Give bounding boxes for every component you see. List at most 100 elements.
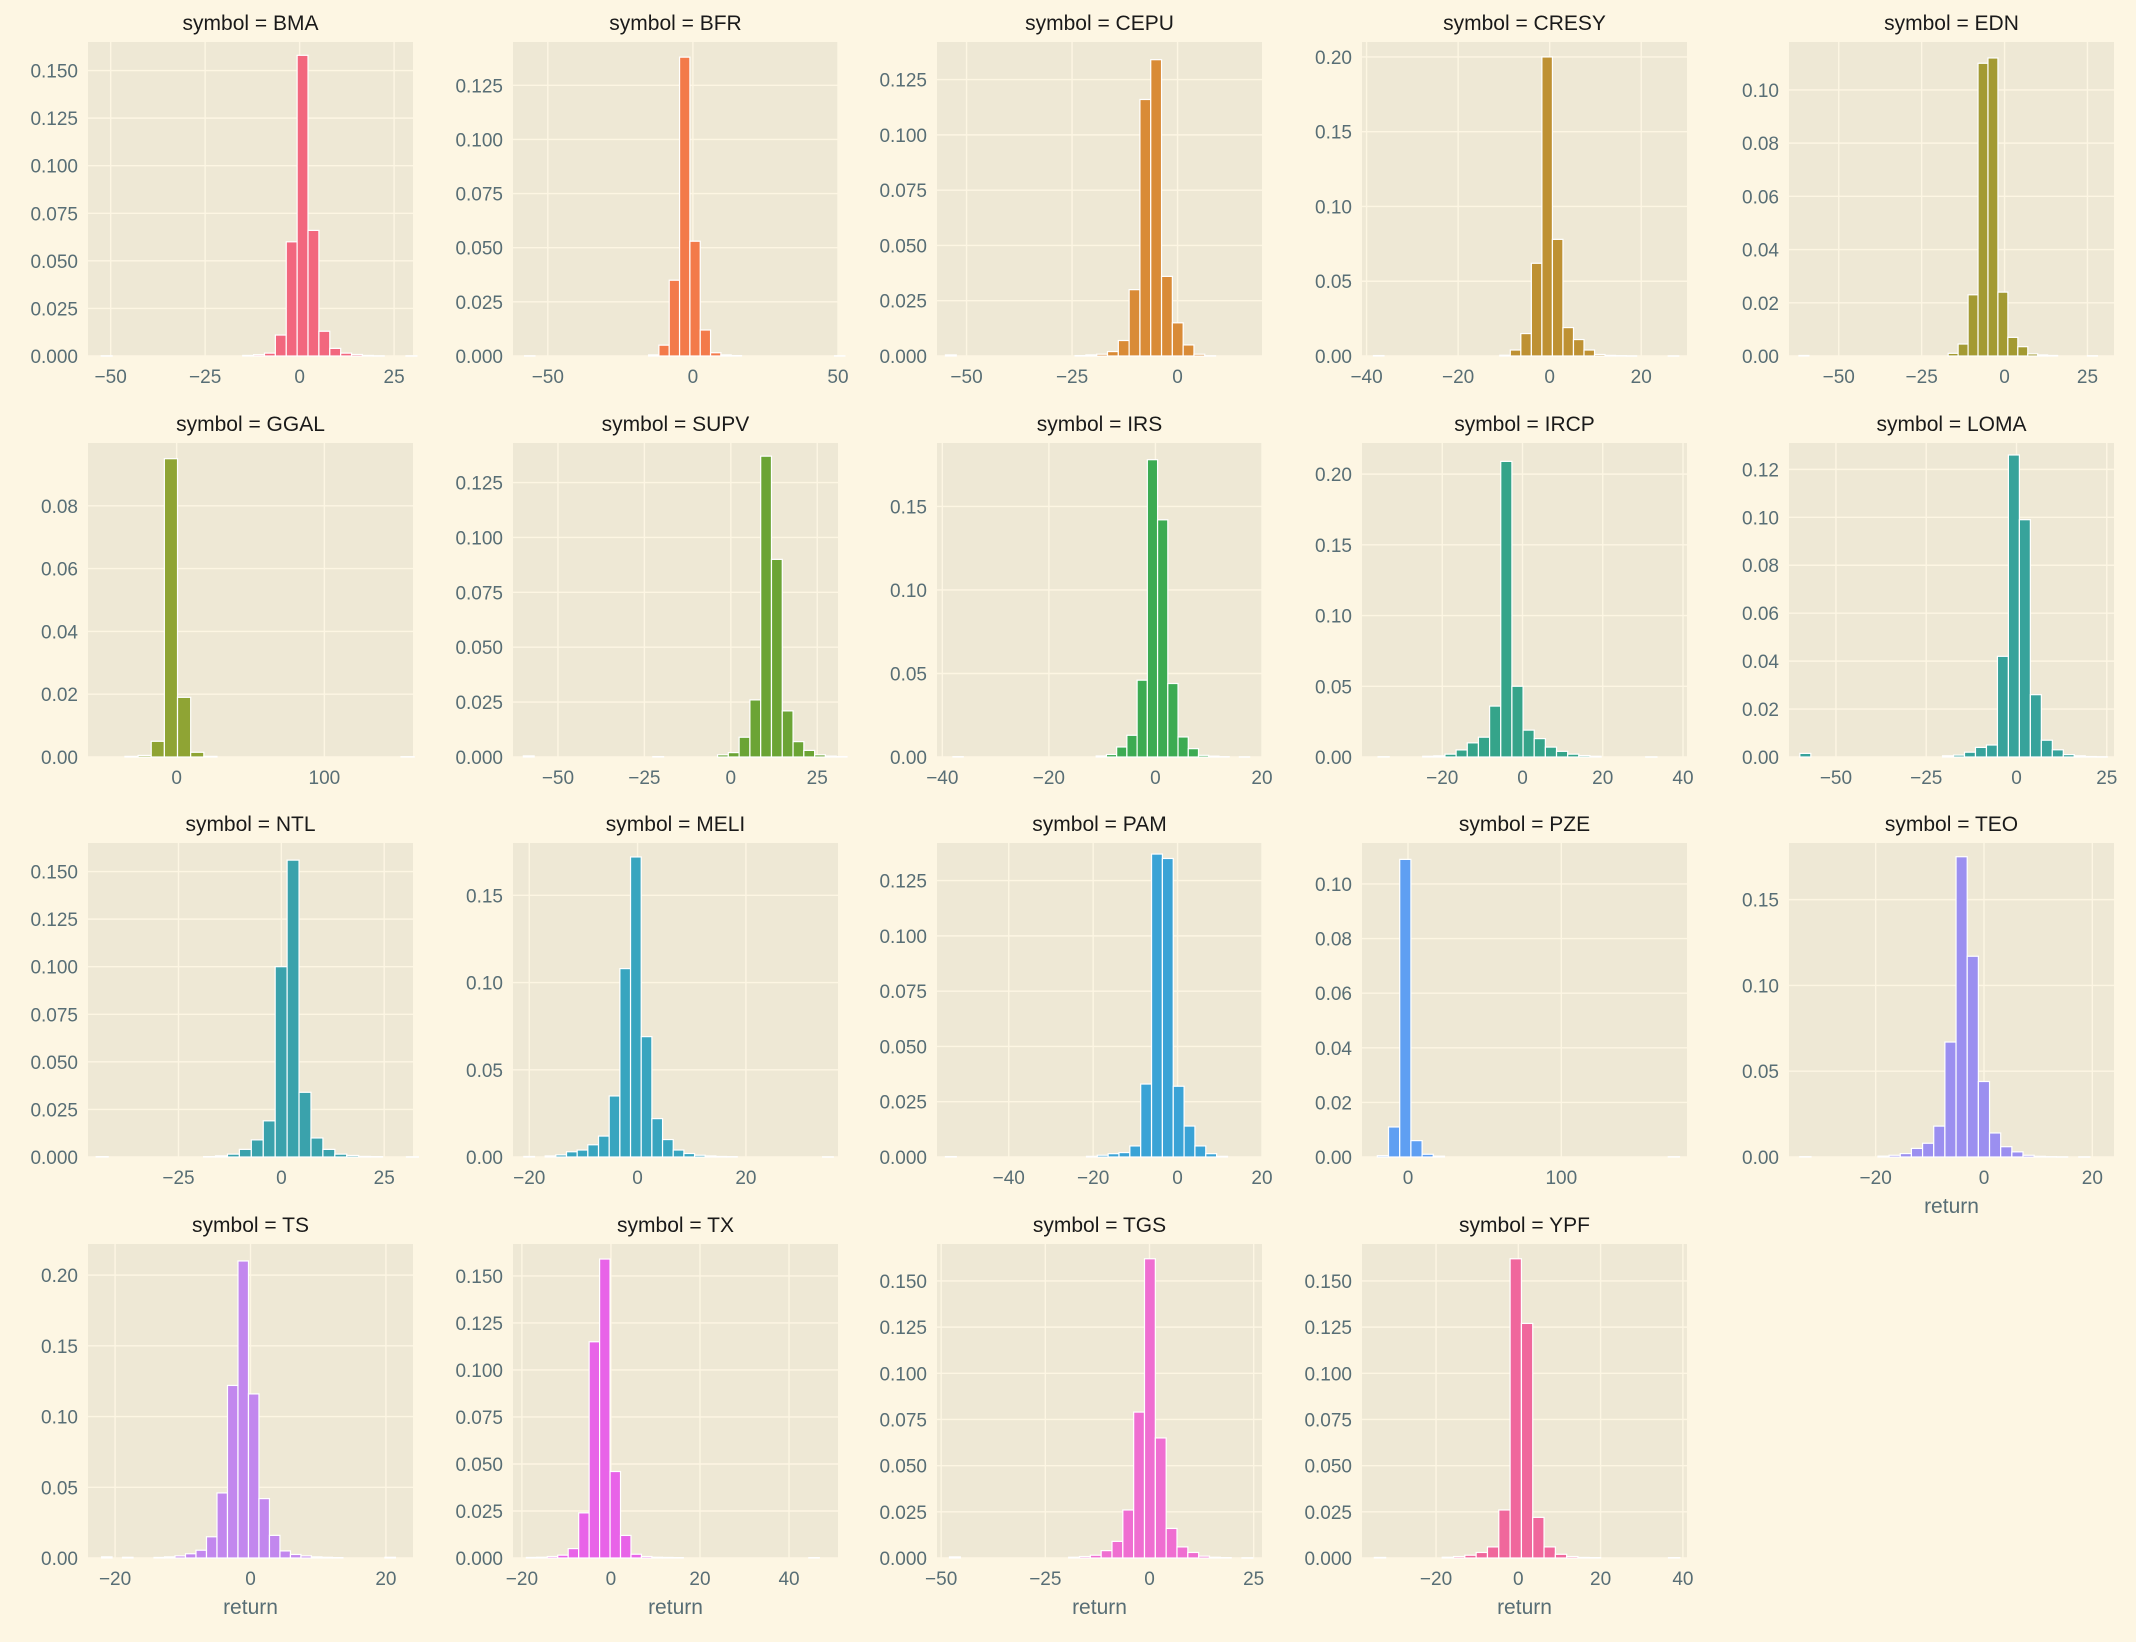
histogram-bar (651, 1556, 663, 1559)
y-tick-label: 0.125 (1304, 1318, 1352, 1339)
histogram-bar (2011, 1151, 2024, 1158)
histogram-bar (1577, 1556, 1590, 1559)
x-tick-label: −20 (513, 1168, 545, 1189)
x-tick-label: 100 (1545, 1168, 1577, 1189)
histogram-bar (237, 1260, 250, 1559)
y-tick-label: 0.04 (1315, 1039, 1352, 1060)
histogram-bar (268, 1534, 281, 1559)
y-tick-label: 0.00 (1315, 748, 1352, 769)
x-tick-label: −25 (162, 1168, 194, 1189)
histogram-bar (1988, 1132, 2002, 1158)
y-tick-label: 0.08 (1742, 134, 1779, 155)
histogram-bar (1520, 332, 1532, 357)
panel-title: symbol = IRS (1037, 413, 1162, 436)
y-tick-label: 0.050 (455, 638, 503, 659)
histogram-bar (1154, 1437, 1167, 1559)
x-tick-label: 0 (1544, 367, 1555, 388)
plot-area (1362, 843, 1687, 1157)
facet-panel: symbol = IRS 0.00 0.05 0.10 0.15 −40 −20 0 20 (890, 413, 1273, 789)
histogram-bar (250, 1139, 264, 1158)
histogram-bar (1509, 1258, 1523, 1559)
panel-title: symbol = SUPV (602, 413, 750, 436)
histogram-bar (1140, 1083, 1153, 1158)
histogram-bar (1944, 1041, 1957, 1158)
x-tick-label: 20 (1251, 1168, 1272, 1189)
histogram-bar (1541, 56, 1554, 357)
y-tick-label: 0.100 (30, 157, 78, 178)
histogram-bar (1566, 1555, 1579, 1559)
y-tick-label: 0.10 (1315, 875, 1352, 896)
histogram-bar (522, 755, 535, 758)
histogram-bar (1985, 744, 1999, 758)
histogram-bar (1947, 352, 1959, 357)
y-tick-label: 0.125 (879, 1318, 927, 1339)
y-tick-label: 0.10 (1315, 197, 1352, 218)
histogram-bar (2022, 1154, 2035, 1158)
histogram-bar (238, 1148, 252, 1158)
y-tick-label: 0.075 (879, 1410, 927, 1431)
y-tick-label: 0.06 (41, 560, 78, 581)
plot-area (88, 443, 413, 757)
histogram-bar (576, 1149, 589, 1158)
panel-title: symbol = TEO (1885, 813, 2018, 836)
y-tick-label: 0.08 (1742, 556, 1779, 577)
y-tick-label: 0.15 (466, 886, 503, 907)
x-tick-label: 0 (276, 1168, 287, 1189)
x-tick-label: 40 (778, 1569, 799, 1590)
plot-area (88, 843, 413, 1157)
histogram-bar (1567, 753, 1580, 758)
facet-panel: symbol = TEO 0.00 0.05 0.10 0.15 −20 0 20 return (1742, 813, 2114, 1218)
y-tick-label: 0.100 (455, 1361, 503, 1382)
y-tick-label: 0.10 (1742, 976, 1779, 997)
histogram-bar (1167, 682, 1179, 758)
histogram-bar (163, 458, 179, 758)
plot-area (1789, 443, 2114, 757)
histogram-bar (760, 455, 773, 758)
histogram-bar (2007, 336, 2019, 357)
x-tick-label: 20 (1251, 768, 1272, 789)
histogram-bar (619, 967, 632, 1158)
plot-area (88, 42, 413, 356)
histogram-bar (1421, 1153, 1434, 1158)
histogram-bar (340, 352, 353, 357)
histogram-bar (1543, 1546, 1556, 1559)
y-tick-label: 0.050 (879, 1457, 927, 1478)
histogram-bar (184, 1553, 197, 1559)
y-tick-label: 0.100 (1304, 1364, 1352, 1385)
histogram-bar (693, 1154, 706, 1158)
x-tick-label: 0 (1513, 1569, 1524, 1590)
histogram-bar (597, 1135, 610, 1158)
y-tick-label: 0.10 (1742, 508, 1779, 529)
x-tick-label: −50 (95, 367, 127, 388)
y-tick-label: 0.025 (1304, 1503, 1352, 1524)
y-tick-label: 0.050 (455, 1455, 503, 1476)
histogram-bar (544, 1155, 557, 1158)
y-tick-label: 0.000 (455, 1549, 503, 1570)
y-tick-label: 0.025 (879, 292, 927, 313)
histogram-bar (176, 696, 192, 758)
histogram-bar (803, 749, 816, 758)
x-tick-label: −40 (926, 768, 958, 789)
y-tick-label: 0.125 (455, 76, 503, 97)
y-tick-label: 0.02 (41, 685, 78, 706)
histogram-bar (334, 1153, 348, 1158)
histogram-bar (384, 1556, 396, 1559)
y-tick-label: 0.05 (466, 1061, 503, 1082)
histogram-bar (310, 1556, 323, 1559)
histogram-bar (588, 1341, 601, 1559)
y-tick-label: 0.000 (455, 748, 503, 769)
facet-panel: symbol = PZE 0.00 0.02 0.04 0.06 0.08 0.10 0 100 (1315, 813, 1687, 1189)
histogram-bar (1205, 1153, 1218, 1158)
plot-area (513, 1244, 838, 1558)
x-tick-label: 0 (1403, 1168, 1414, 1189)
histogram-bar (298, 1091, 312, 1158)
y-tick-label: 0.100 (455, 130, 503, 151)
y-tick-label: 0.000 (1304, 1549, 1352, 1570)
histogram-bar (1165, 1527, 1178, 1559)
histogram-bar (640, 1036, 653, 1158)
y-tick-label: 0.075 (455, 583, 503, 604)
facet-panel: symbol = TX 0.000 0.025 0.050 0.075 0.100 0.12… (455, 1214, 838, 1619)
histogram-bar (1455, 749, 1468, 758)
histogram-bar (1376, 1155, 1390, 1158)
